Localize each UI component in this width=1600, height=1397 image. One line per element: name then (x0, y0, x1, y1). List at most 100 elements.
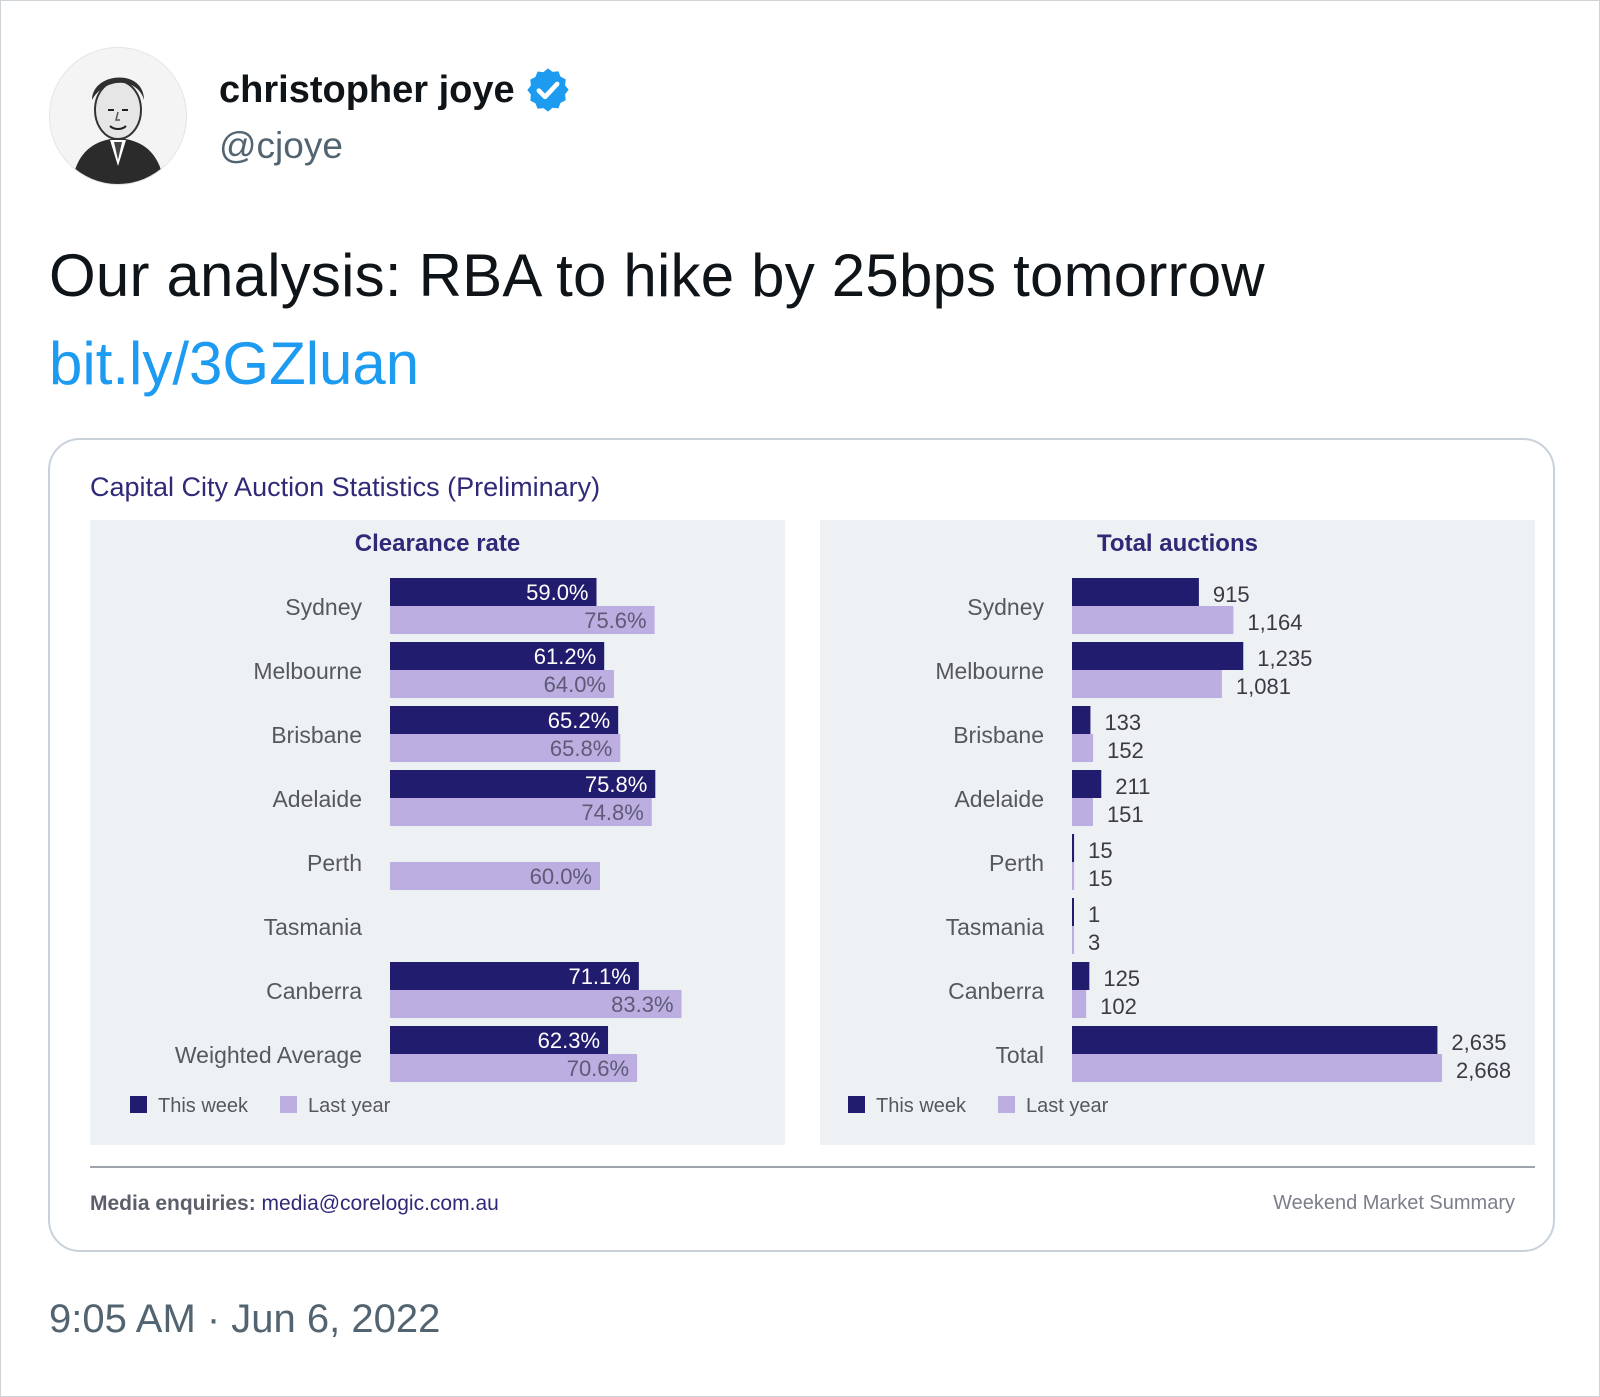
bar-this-week-canberra (1072, 962, 1090, 990)
data-label-this-week-melbourne: 1,235 (1257, 646, 1312, 671)
category-label-brisbane: Brisbane (953, 722, 1044, 748)
data-label-this-week-sydney: 59.0% (526, 580, 588, 605)
legend-label-this-week: This week (876, 1095, 967, 1117)
tweet-timestamp[interactable]: 9:05 AM · Jun 6, 2022 (49, 1297, 441, 1341)
bar-last-year-adelaide (1072, 798, 1093, 826)
media-image[interactable]: Capital City Auction Statistics (Prelimi… (48, 438, 1555, 1252)
media-enquiries-label: Media enquiries: (90, 1192, 256, 1215)
data-label-last-year-sydney: 75.6% (584, 608, 646, 633)
category-label-weighted-average: Weighted Average (175, 1042, 362, 1068)
category-label-melbourne: Melbourne (253, 658, 362, 684)
display-name[interactable]: christopher joye (219, 65, 573, 115)
data-label-this-week-weighted-average: 62.3% (538, 1028, 600, 1053)
bar-last-year-canberra (390, 990, 682, 1018)
total-auctions-panel: Total auctions Sydney 915 1,164 Melbourne 1,… (820, 520, 1535, 1145)
category-label-melbourne: Melbourne (935, 658, 1044, 684)
data-label-this-week-canberra: 125 (1103, 966, 1140, 991)
footer-source: Weekend Market Summary (1273, 1192, 1515, 1214)
category-label-perth: Perth (989, 850, 1044, 876)
bar-this-week-melbourne (1072, 642, 1244, 670)
bar-this-week-sydney (390, 578, 597, 606)
category-label-adelaide: Adelaide (954, 786, 1044, 812)
bar-this-week-weighted-average (390, 1026, 609, 1054)
bar-last-year-melbourne (1072, 670, 1222, 698)
bar-this-week-brisbane (1072, 706, 1091, 734)
data-label-this-week-sydney: 915 (1213, 582, 1250, 607)
data-label-last-year-sydney: 1,164 (1247, 610, 1302, 635)
data-label-last-year-melbourne: 64.0% (544, 672, 606, 697)
data-label-last-year-total: 2,668 (1456, 1058, 1511, 1083)
data-label-last-year-melbourne: 1,081 (1236, 674, 1291, 699)
data-label-last-year-adelaide: 151 (1107, 802, 1144, 827)
tweet-text: Our analysis: RBA to hike by 25bps tomor… (49, 242, 1265, 309)
data-label-this-week-canberra: 71.1% (568, 964, 630, 989)
data-label-last-year-brisbane: 152 (1107, 738, 1144, 763)
bar-this-week-perth (1072, 834, 1075, 862)
data-label-last-year-tasmania: 3 (1088, 930, 1100, 955)
bar-last-year-weighted-average (390, 1054, 638, 1082)
category-label-canberra: Canberra (266, 978, 362, 1004)
category-label-tasmania: Tasmania (946, 914, 1045, 940)
legend-label-last-year: Last year (308, 1095, 391, 1117)
legend-swatch-last-year (998, 1096, 1015, 1113)
category-label-tasmania: Tasmania (264, 914, 363, 940)
legend-swatch-last-year (280, 1096, 297, 1113)
bar-last-year-canberra (1072, 990, 1087, 1018)
data-label-last-year-adelaide: 74.8% (581, 800, 643, 825)
total-auctions-chart: Sydney 915 1,164 Melbourne 1,235 1,081 Brisban… (848, 578, 1511, 1117)
data-label-last-year-canberra: 83.3% (611, 992, 673, 1017)
bar-last-year-sydney (390, 606, 655, 634)
data-label-last-year-perth: 15 (1088, 866, 1112, 891)
chart-title: Capital City Auction Statistics (Prelimi… (90, 472, 601, 502)
display-name-text: christopher joye (219, 68, 515, 111)
bar-last-year-melbourne (390, 670, 614, 698)
data-label-this-week-perth: 15 (1088, 838, 1112, 863)
avatar[interactable] (49, 47, 187, 185)
category-label-canberra: Canberra (948, 978, 1044, 1004)
bar-this-week-canberra (390, 962, 639, 990)
bar-last-year-brisbane (1072, 734, 1094, 762)
data-label-last-year-canberra: 102 (1100, 994, 1137, 1019)
category-label-brisbane: Brisbane (271, 722, 362, 748)
category-label-adelaide: Adelaide (272, 786, 362, 812)
avatar-portrait-icon (50, 48, 186, 184)
data-label-this-week-brisbane: 133 (1104, 710, 1141, 735)
data-label-this-week-melbourne: 61.2% (534, 644, 596, 669)
category-label-sydney: Sydney (285, 594, 362, 620)
data-label-this-week-adelaide: 75.8% (585, 772, 647, 797)
data-label-last-year-perth: 60.0% (530, 864, 592, 889)
bar-this-week-brisbane (390, 706, 619, 734)
legend-label-last-year: Last year (1026, 1095, 1109, 1117)
media-enquiries-email: media@corelogic.com.au (261, 1192, 499, 1215)
bar-this-week-melbourne (390, 642, 605, 670)
clearance-rate-chart: Sydney 59.0% 75.6% Melbourne 61.2% 64.0% Brisb… (130, 578, 682, 1117)
category-label-sydney: Sydney (967, 594, 1044, 620)
bar-this-week-total (1072, 1026, 1438, 1054)
clearance-rate-panel: Clearance rate Sydney 59.0% 75.6% Melbourne… (90, 520, 785, 1145)
bar-this-week-tasmania (1072, 898, 1074, 926)
data-label-last-year-weighted-average: 70.6% (567, 1056, 629, 1081)
bar-last-year-tasmania (1072, 926, 1074, 954)
bar-last-year-perth (390, 862, 600, 890)
data-label-this-week-adelaide: 211 (1115, 774, 1150, 799)
legend-swatch-this-week (130, 1096, 147, 1113)
bar-last-year-brisbane (390, 734, 621, 762)
clearance-rate-title: Clearance rate (354, 530, 521, 557)
legend-swatch-this-week (848, 1096, 865, 1113)
bar-this-week-sydney (1072, 578, 1199, 606)
data-label-last-year-brisbane: 65.8% (550, 736, 612, 761)
category-label-total: Total (995, 1042, 1044, 1068)
verified-badge-icon (523, 65, 573, 115)
media-enquiries: Media enquiries: media@corelogic.com.au (90, 1192, 499, 1216)
tweet-link[interactable]: bit.ly/3GZluan (49, 330, 420, 397)
bar-last-year-total (1072, 1054, 1442, 1082)
category-label-perth: Perth (307, 850, 362, 876)
legend-label-this-week: This week (158, 1095, 249, 1117)
user-handle[interactable]: @cjoye (219, 125, 343, 166)
bar-last-year-sydney (1072, 606, 1234, 634)
footer-divider (90, 1166, 1535, 1168)
data-label-this-week-total: 2,635 (1451, 1030, 1506, 1055)
bar-last-year-perth (1072, 862, 1075, 890)
bar-last-year-adelaide (390, 798, 652, 826)
